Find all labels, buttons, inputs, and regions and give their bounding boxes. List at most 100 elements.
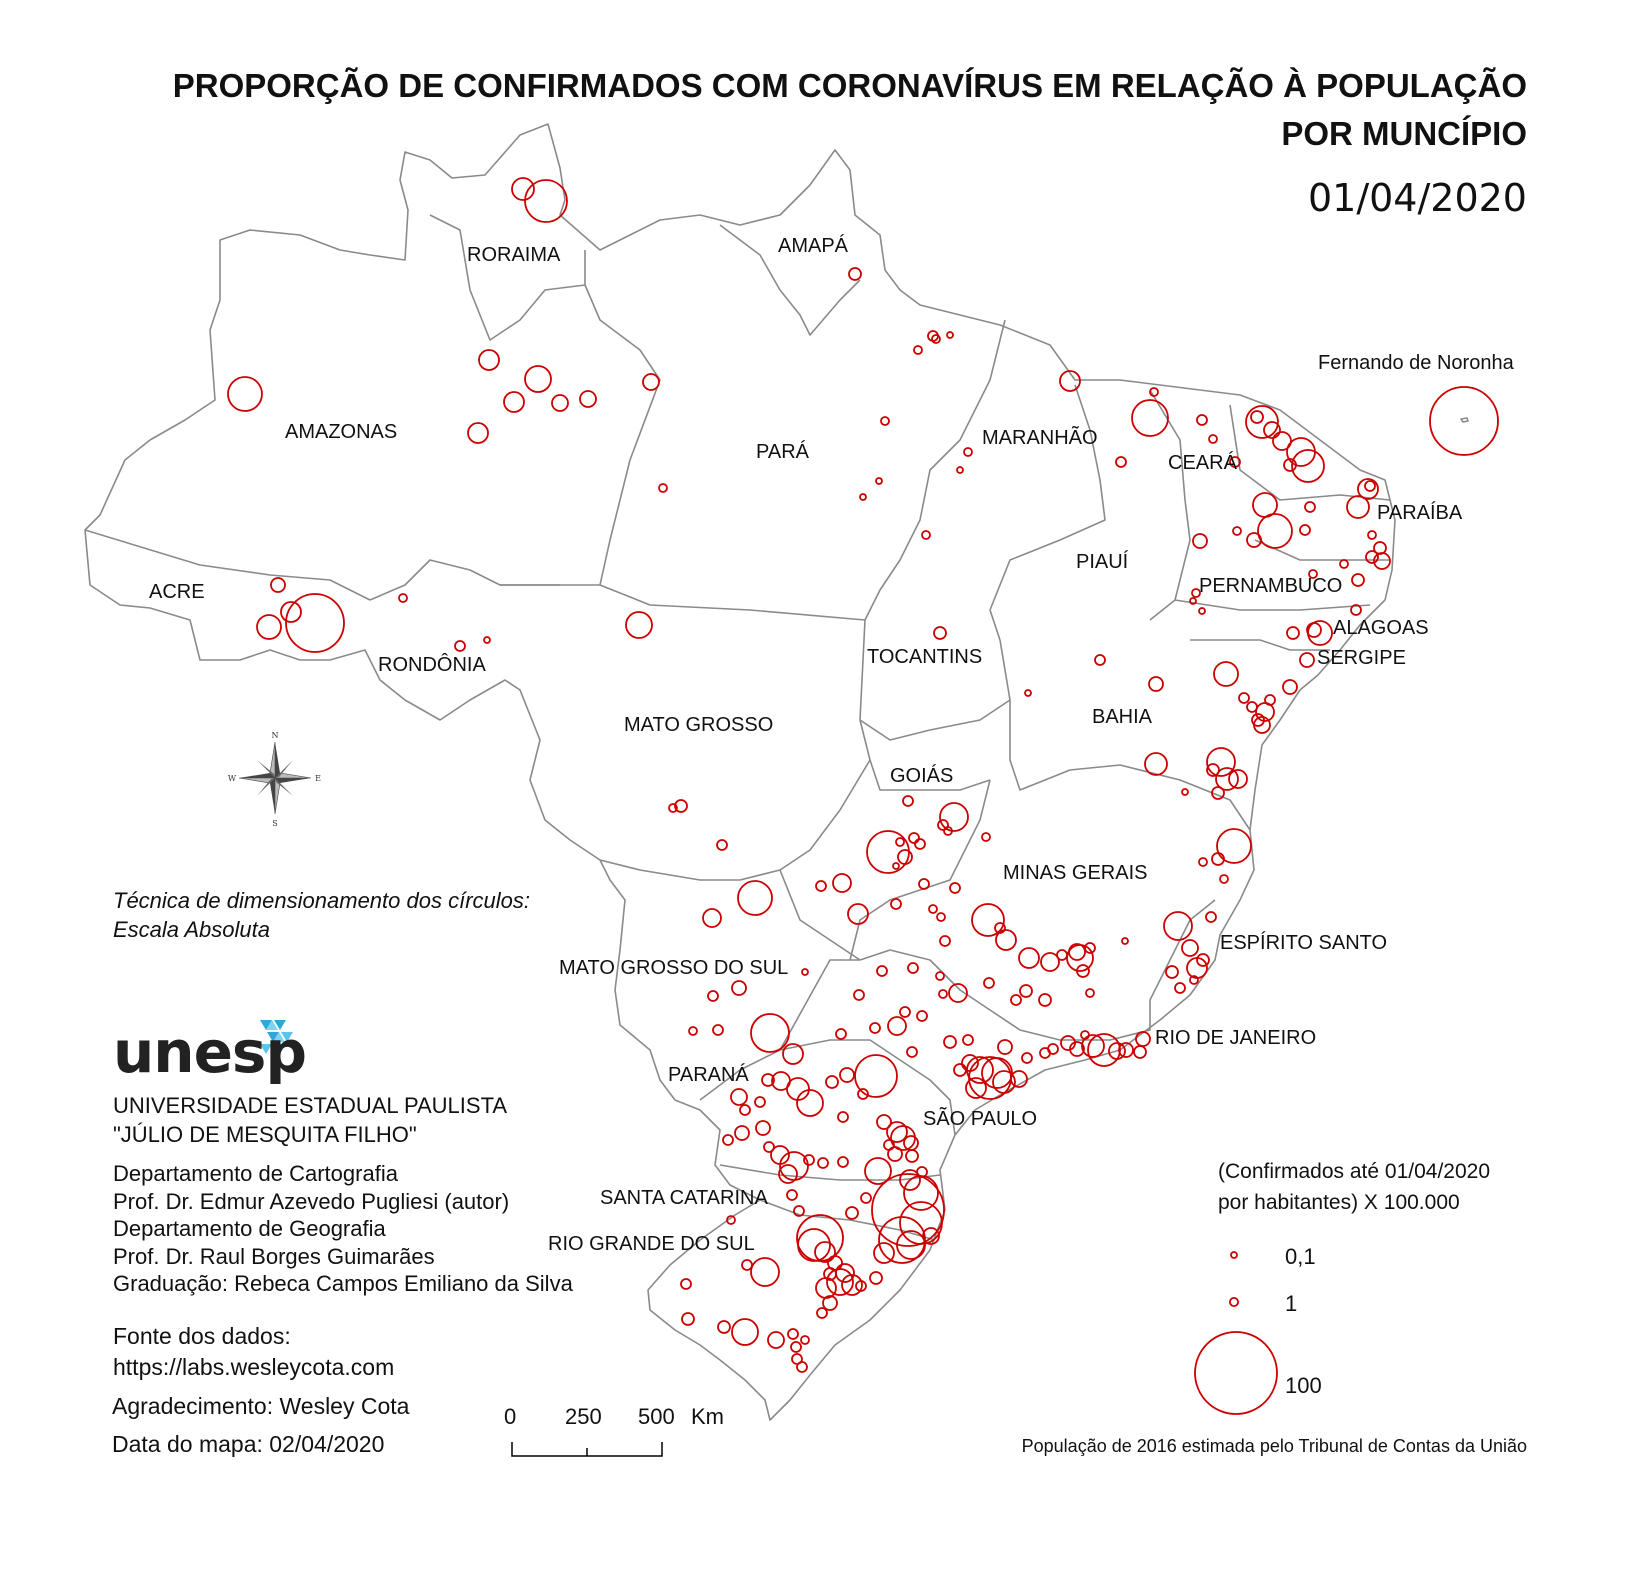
case-circle xyxy=(1357,478,1379,500)
case-circle xyxy=(816,1307,828,1319)
case-circle xyxy=(668,803,678,813)
case-circle xyxy=(702,908,722,928)
case-circle xyxy=(767,1331,785,1349)
case-circle xyxy=(796,1089,824,1117)
case-circle xyxy=(483,636,491,644)
case-circle xyxy=(943,1035,957,1049)
case-circle xyxy=(1282,679,1298,695)
case-circle xyxy=(835,1028,847,1040)
case-circle xyxy=(937,819,949,831)
case-circle xyxy=(886,1121,908,1143)
case-circle xyxy=(897,849,913,865)
case-circle xyxy=(933,626,947,640)
case-circle xyxy=(803,1154,815,1166)
case-circle xyxy=(1118,1042,1134,1058)
case-circle xyxy=(730,1088,748,1106)
case-circle xyxy=(1148,676,1164,692)
credit-line: Prof. Dr. Edmur Azevedo Pugliesi (autor) xyxy=(113,1188,510,1214)
boundary-ba xyxy=(999,639,1251,831)
boundary-am-pa xyxy=(584,284,661,586)
case-circle xyxy=(1076,964,1090,978)
case-circle xyxy=(1019,984,1033,998)
case-circle xyxy=(707,990,719,1002)
legend-label-0-1: 0,1 xyxy=(1285,1244,1316,1269)
case-circle xyxy=(869,1022,881,1034)
state-label-paraiba: PARAÍBA xyxy=(1377,502,1463,524)
case-circle xyxy=(859,493,867,501)
state-label-rio-de-janeiro: RIO DE JANEIRO xyxy=(1155,1027,1317,1049)
case-circle xyxy=(892,862,900,870)
state-label-maranhao: MARANHÃO xyxy=(982,427,1098,449)
case-circle xyxy=(992,1070,1016,1094)
case-circle xyxy=(1253,716,1271,734)
case-circle xyxy=(712,1024,724,1036)
case-circle xyxy=(832,873,852,893)
case-circle xyxy=(801,968,809,976)
case-circle xyxy=(853,989,865,1001)
credit-line: Prof. Dr. Raul Borges Guimarães xyxy=(113,1243,435,1269)
case-circle xyxy=(1211,852,1225,866)
case-circle xyxy=(790,1341,802,1353)
case-circle xyxy=(1191,588,1201,598)
map-creation-date: Data do mapa: 02/04/2020 xyxy=(112,1431,385,1457)
case-circle xyxy=(688,1026,698,1036)
case-circle xyxy=(1047,1043,1059,1055)
compass-rose: N S E W xyxy=(228,731,321,828)
case-circle xyxy=(524,365,552,393)
institution-name-line-1: UNIVERSIDADE ESTADUAL PAULISTA xyxy=(113,1093,508,1118)
case-circle xyxy=(1429,386,1499,456)
case-circle xyxy=(887,1146,903,1162)
case-circle xyxy=(1299,652,1315,668)
case-circle xyxy=(467,422,489,444)
case-circle xyxy=(1144,752,1168,776)
case-circle xyxy=(839,1067,855,1083)
case-circle xyxy=(782,1043,804,1065)
case-circle xyxy=(1087,1033,1121,1067)
state-label-mato-grosso: MATO GROSSO xyxy=(624,714,774,736)
state-label-espirito-santo: ESPÍRITO SANTO xyxy=(1220,932,1388,954)
case-circle xyxy=(1205,911,1217,923)
legend-label-1: 1 xyxy=(1285,1291,1298,1316)
case-circle xyxy=(845,1206,859,1220)
case-circle xyxy=(1080,1030,1090,1040)
case-circle xyxy=(800,1335,810,1345)
case-circle xyxy=(778,1164,798,1184)
data-source-url[interactable]: https://labs.wesleycota.com xyxy=(113,1354,395,1380)
compass-e: E xyxy=(315,774,321,783)
case-circle xyxy=(1263,421,1281,439)
state-label-rondonia: RONDÔNIA xyxy=(378,654,486,676)
state-label-piaui: PIAUÍ xyxy=(1076,551,1129,573)
case-circle xyxy=(454,640,466,652)
case-circle xyxy=(907,962,919,974)
case-circle xyxy=(1228,769,1248,789)
boundary-to-go xyxy=(859,699,1011,791)
case-circle xyxy=(1021,1052,1033,1064)
case-circle xyxy=(227,376,263,412)
case-circle xyxy=(1257,513,1293,549)
case-circle xyxy=(922,1227,940,1245)
case-circle xyxy=(734,1125,750,1141)
scale-unit: Km xyxy=(691,1404,724,1429)
case-circle xyxy=(817,1157,829,1169)
case-circle xyxy=(750,1013,790,1053)
case-circle xyxy=(1108,1042,1126,1060)
case-circle xyxy=(1133,1045,1147,1059)
case-circle xyxy=(848,267,862,281)
scale-bar xyxy=(511,1442,663,1457)
acknowledgement: Agradecimento: Wesley Cota xyxy=(112,1393,410,1419)
case-circle xyxy=(1364,480,1376,492)
case-circle xyxy=(860,1192,872,1204)
case-circle xyxy=(931,334,941,344)
boundary-sc-rs xyxy=(759,1199,936,1241)
case-circle xyxy=(786,1189,798,1201)
state-label-acre: ACRE xyxy=(149,581,205,603)
institution-name: UNIVERSIDADE ESTADUAL PAULISTA "JÚLIO DE… xyxy=(113,1091,507,1149)
case-circle xyxy=(755,1120,771,1136)
case-circle xyxy=(1229,456,1241,468)
case-circle xyxy=(916,1010,928,1022)
case-circle xyxy=(1018,947,1040,969)
case-circle xyxy=(1181,939,1199,957)
case-circle xyxy=(1206,763,1220,777)
case-circle xyxy=(916,1166,928,1178)
